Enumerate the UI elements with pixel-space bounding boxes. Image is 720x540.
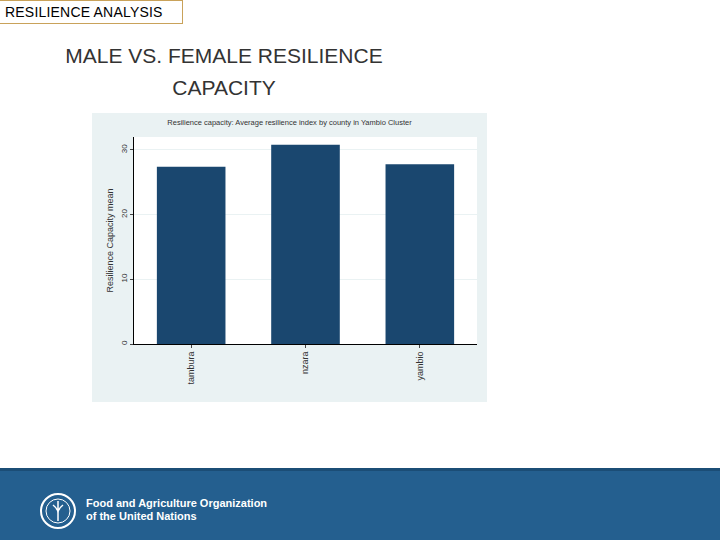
svg-text:Resilience capacity: Average r: Resilience capacity: Average resilience … bbox=[167, 118, 412, 127]
svg-text:30: 30 bbox=[120, 144, 129, 153]
html-text:RESILIENCE ANALYSIS: RESILIENCE ANALYSIS bbox=[5, 4, 163, 20]
svg-text:yambio: yambio bbox=[415, 352, 425, 381]
svg-text:0: 0 bbox=[120, 340, 129, 345]
html-text:MALE VS. FEMALE RESILIENCE CAP: MALE VS. FEMALE RESILIENCE CAPACITY bbox=[65, 44, 383, 99]
svg-text:tambura: tambura bbox=[186, 352, 196, 385]
html-text:Food and Agriculture Organizat: Food and Agriculture Organization bbox=[86, 497, 268, 509]
svg-text:Resilience Capacity mean: Resilience Capacity mean bbox=[105, 188, 115, 292]
svg-text:20: 20 bbox=[120, 208, 129, 217]
svg-text:nzara: nzara bbox=[300, 352, 310, 375]
html-text:of the United Nations: of the United Nations bbox=[86, 510, 197, 522]
svg-text:10: 10 bbox=[120, 273, 129, 282]
